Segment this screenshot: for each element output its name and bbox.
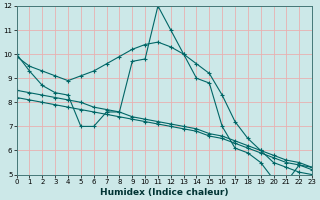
X-axis label: Humidex (Indice chaleur): Humidex (Indice chaleur) xyxy=(100,188,228,197)
